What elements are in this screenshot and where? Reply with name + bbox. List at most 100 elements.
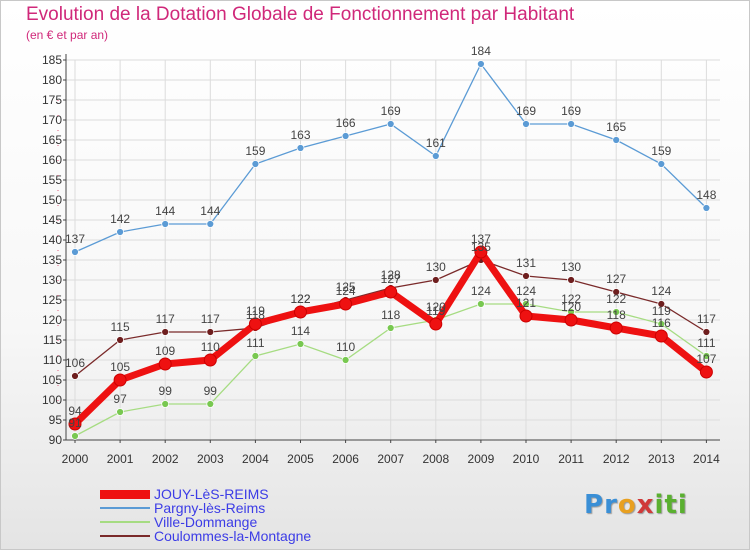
- y-tick-label: 140: [42, 233, 62, 247]
- y-tick-label: 120: [42, 313, 62, 327]
- data-label: 125: [336, 280, 356, 294]
- data-label: 135: [471, 240, 491, 254]
- data-point: [341, 132, 350, 140]
- x-tick-label: 2014: [693, 452, 720, 466]
- data-label: 107: [696, 352, 716, 366]
- data-label: 105: [110, 360, 130, 374]
- data-label: 97: [113, 392, 127, 406]
- data-label: 118: [246, 308, 265, 322]
- data-point: [251, 352, 260, 360]
- data-point: [71, 372, 79, 380]
- data-point: [296, 340, 305, 348]
- y-tick-label: 155: [42, 173, 62, 187]
- data-label: 109: [155, 344, 175, 358]
- y-tick-label: 150: [42, 193, 62, 207]
- data-point: [657, 160, 666, 168]
- data-point: [657, 320, 666, 328]
- data-point: [612, 136, 621, 144]
- x-tick-label: 2010: [513, 452, 540, 466]
- y-tick-label: 170: [42, 113, 62, 127]
- data-point: [431, 276, 440, 284]
- data-point: [248, 317, 262, 331]
- data-label: 114: [291, 324, 310, 338]
- x-tick-label: 2009: [468, 452, 495, 466]
- data-label: 118: [607, 308, 626, 322]
- y-tick-label: 90: [49, 433, 63, 447]
- data-label: 124: [336, 284, 356, 298]
- data-point: [251, 160, 260, 168]
- data-point: [341, 356, 350, 364]
- data-point: [702, 204, 711, 212]
- y-tick-label: 100: [42, 393, 62, 407]
- y-tick-label: 115: [43, 333, 62, 347]
- data-label: 121: [516, 296, 536, 310]
- data-label: 169: [381, 104, 401, 118]
- x-tick-label: 2004: [242, 452, 269, 466]
- data-label: 119: [426, 304, 445, 318]
- data-label: 137: [65, 232, 85, 246]
- legend-label: JOUY-LèS-REIMS: [154, 486, 269, 502]
- x-tick-label: 2007: [377, 452, 404, 466]
- y-tick-label: 180: [42, 73, 62, 87]
- data-label: 111: [246, 336, 265, 350]
- legend-label: Ville-Dommange: [154, 514, 258, 530]
- y-tick-label: 125: [42, 293, 62, 307]
- data-point: [161, 220, 170, 228]
- data-point: [206, 400, 215, 408]
- legend-swatch: [100, 507, 150, 509]
- data-label: 120: [426, 300, 446, 314]
- y-tick-label: 110: [43, 353, 62, 367]
- data-label: 91: [68, 416, 82, 430]
- data-point: [206, 220, 215, 228]
- data-point: [431, 152, 440, 160]
- data-point: [612, 308, 621, 316]
- data-point: [522, 300, 530, 308]
- y-tick-label: 105: [42, 373, 62, 387]
- data-label: 110: [201, 340, 220, 354]
- data-point: [339, 297, 353, 311]
- data-label: 118: [381, 308, 400, 322]
- y-tick-label: 160: [42, 153, 62, 167]
- data-point: [699, 365, 713, 379]
- data-label: 130: [426, 260, 446, 274]
- x-tick-label: 2006: [332, 452, 359, 466]
- brand-logo: Proxiti: [584, 490, 688, 520]
- data-label: 119: [246, 304, 265, 318]
- data-label: 122: [290, 292, 310, 306]
- data-label: 184: [471, 44, 491, 58]
- x-tick-label: 2001: [107, 452, 134, 466]
- legend-item: Ville-Dommange: [100, 514, 380, 530]
- series-lines: [68, 60, 713, 440]
- y-tick-label: 165: [42, 133, 62, 147]
- y-tick-label: 130: [42, 273, 62, 287]
- x-tick-label: 2002: [152, 452, 179, 466]
- data-label: 94: [68, 404, 82, 418]
- data-point: [386, 324, 395, 332]
- data-label: 122: [561, 292, 581, 306]
- data-label: 148: [696, 188, 716, 202]
- data-point: [476, 300, 485, 308]
- y-tick-label: 175: [42, 93, 62, 107]
- legend-swatch: [100, 521, 150, 523]
- data-label: 122: [606, 292, 626, 306]
- data-label: 169: [516, 104, 536, 118]
- data-label: 124: [651, 284, 671, 298]
- data-label: 131: [516, 256, 536, 270]
- data-label: 161: [426, 136, 446, 150]
- x-tick-label: 2000: [62, 452, 89, 466]
- x-tick-label: 2005: [287, 452, 314, 466]
- data-label: 115: [111, 320, 130, 334]
- data-label: 106: [65, 356, 85, 370]
- x-tick-label: 2012: [603, 452, 630, 466]
- chart-subtitle: (en € et par an): [26, 28, 109, 42]
- data-point: [116, 228, 124, 236]
- data-point: [68, 417, 82, 431]
- data-label: 117: [156, 312, 175, 326]
- data-point: [386, 120, 395, 128]
- data-point: [206, 328, 215, 336]
- data-point: [116, 408, 124, 416]
- data-point: [474, 245, 488, 259]
- data-label: 169: [561, 104, 581, 118]
